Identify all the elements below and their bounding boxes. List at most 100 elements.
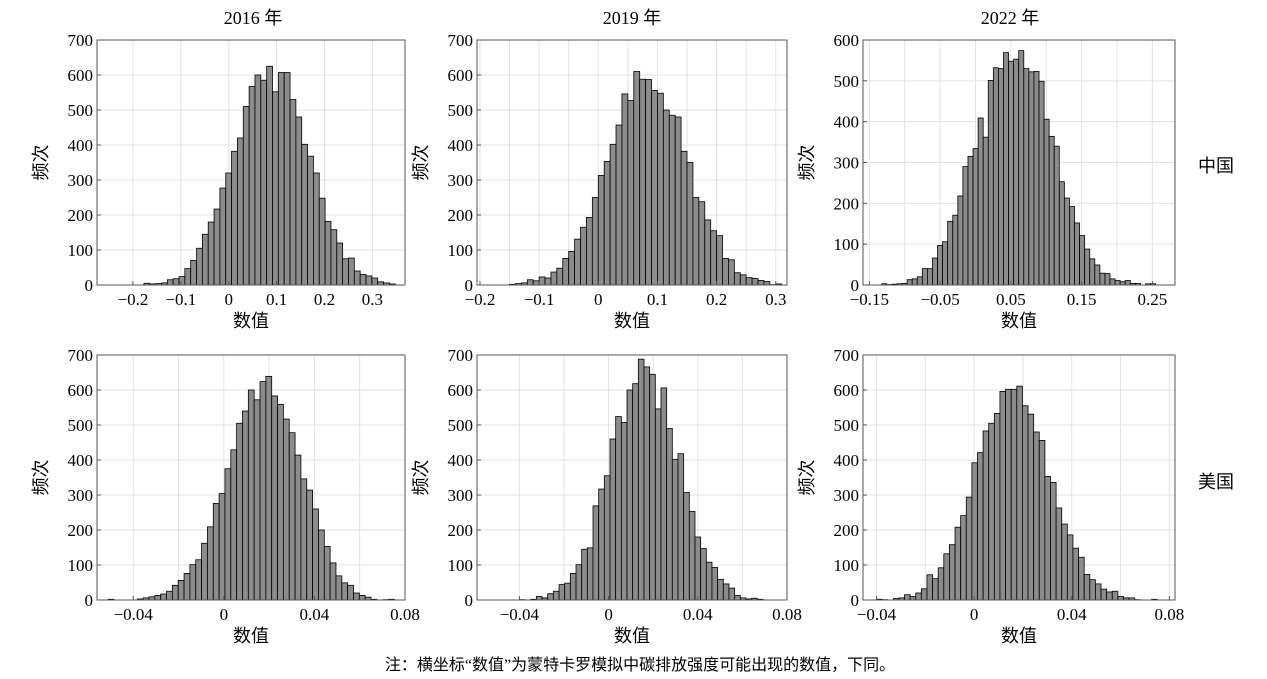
histogram-bar: [926, 574, 933, 601]
histogram-bar: [977, 452, 984, 601]
histogram-bar: [952, 214, 959, 286]
histogram-bar: [295, 116, 303, 286]
histogram-bar: [965, 496, 973, 601]
histogram-bar: [1083, 574, 1091, 601]
histogram-bar: [947, 220, 954, 286]
histogram-bar: [1038, 439, 1046, 601]
histogram-bar: [932, 257, 938, 286]
histogram-bar: [282, 418, 290, 601]
histogram-bar: [171, 584, 179, 601]
histogram-bar: [906, 279, 913, 286]
histogram-bar: [686, 162, 694, 286]
x-axis-label: 数值: [233, 626, 269, 646]
histogram-bar: [1069, 206, 1075, 286]
x-tick-label: 0.2: [706, 290, 727, 309]
histogram-bar: [1038, 80, 1045, 286]
histogram-bar: [911, 278, 918, 286]
histogram-bar: [1104, 273, 1111, 286]
histogram-bar: [620, 422, 628, 601]
histogram-bar: [688, 511, 696, 601]
histogram-bar: [259, 381, 267, 601]
histogram-bar: [166, 279, 174, 286]
histogram-bar: [921, 268, 928, 286]
histogram-bar: [1063, 197, 1070, 286]
histogram-bar: [943, 553, 950, 601]
histogram-bar: [301, 143, 308, 286]
histogram-bar: [592, 505, 600, 601]
y-tick-label: 400: [834, 113, 860, 132]
histogram-bar: [1061, 523, 1068, 601]
x-tick-label: −0.15: [850, 290, 889, 309]
histogram-bar: [962, 166, 969, 286]
x-tick-label: −0.04: [500, 605, 540, 624]
histogram-bar: [615, 124, 623, 286]
row-label-china: 中国: [1198, 156, 1234, 176]
histogram-bar: [265, 375, 273, 601]
histogram-bar: [288, 432, 296, 601]
x-tick-label: −0.2: [118, 290, 149, 309]
y-tick-label: 300: [68, 486, 94, 505]
histogram-bar: [353, 592, 360, 601]
axes-frame: [96, 354, 406, 601]
histogram-bar: [365, 275, 373, 286]
histogram-bar: [949, 544, 956, 601]
histogram-bar: [909, 596, 917, 601]
y-tick-label: 300: [448, 486, 474, 505]
y-tick-label: 400: [448, 451, 474, 470]
histogram-bar: [716, 235, 723, 286]
histogram-bar: [1106, 591, 1113, 601]
axes-frame: [96, 39, 406, 286]
histogram-bar: [190, 260, 197, 286]
histogram-bar: [544, 277, 552, 286]
histogram-bar: [671, 458, 679, 601]
histogram-bar: [1048, 135, 1055, 286]
histogram-bar: [992, 67, 999, 286]
x-tick-label: 0.04: [683, 605, 713, 624]
histogram-bar: [694, 536, 702, 601]
y-tick-label: 600: [448, 66, 474, 85]
histogram-bar: [358, 595, 366, 601]
histogram-bar: [700, 548, 707, 601]
y-tick-label: 200: [448, 521, 474, 540]
histogram-bar: [552, 590, 560, 601]
histogram-bar: [971, 462, 978, 601]
histogram-bar: [184, 268, 192, 286]
histogram-bar: [1124, 280, 1131, 286]
histogram-bar: [568, 250, 576, 286]
histogram-bar: [201, 233, 209, 286]
histogram-bar: [615, 416, 622, 601]
histogram-panel-4: −0.04 0 0.04 0.08 0 100 200 300 400 500 600 700 数值 频次: [411, 346, 802, 646]
x-tick-label: −0.1: [165, 290, 196, 309]
histogram-bar: [558, 584, 566, 601]
histogram-bar: [745, 277, 753, 286]
histogram-bar: [277, 72, 285, 286]
row-label-usa: 美国: [1198, 472, 1234, 492]
histogram-bar: [342, 258, 349, 286]
x-tick-label: 0.04: [300, 605, 330, 624]
histogram-bar: [1099, 272, 1106, 286]
histogram-bar: [692, 197, 700, 286]
y-tick-label: 0: [851, 591, 860, 610]
y-axis-label: 频次: [797, 460, 817, 496]
y-tick-label: 700: [68, 346, 94, 365]
histogram-bar: [532, 280, 540, 286]
histogram-bar: [1111, 590, 1119, 601]
y-axis-label: 频次: [411, 145, 431, 181]
histogram-bar: [1016, 385, 1023, 601]
histogram-bar: [318, 529, 325, 601]
y-tick-label: 400: [68, 136, 94, 155]
histogram-bar: [260, 79, 268, 286]
histogram-bar: [1058, 181, 1065, 286]
histogram-bar: [666, 428, 673, 601]
x-tick-label: 0.3: [362, 290, 383, 309]
histogram-bar: [915, 592, 922, 601]
y-tick-label: 700: [68, 31, 94, 50]
histogram-bar: [1100, 588, 1108, 601]
histogram-bar: [341, 582, 349, 601]
histogram-bar: [300, 478, 308, 601]
histogram-bar: [937, 244, 944, 286]
histogram-bar: [294, 454, 302, 601]
histogram-bar: [660, 387, 668, 601]
histogram-bar: [704, 219, 712, 286]
